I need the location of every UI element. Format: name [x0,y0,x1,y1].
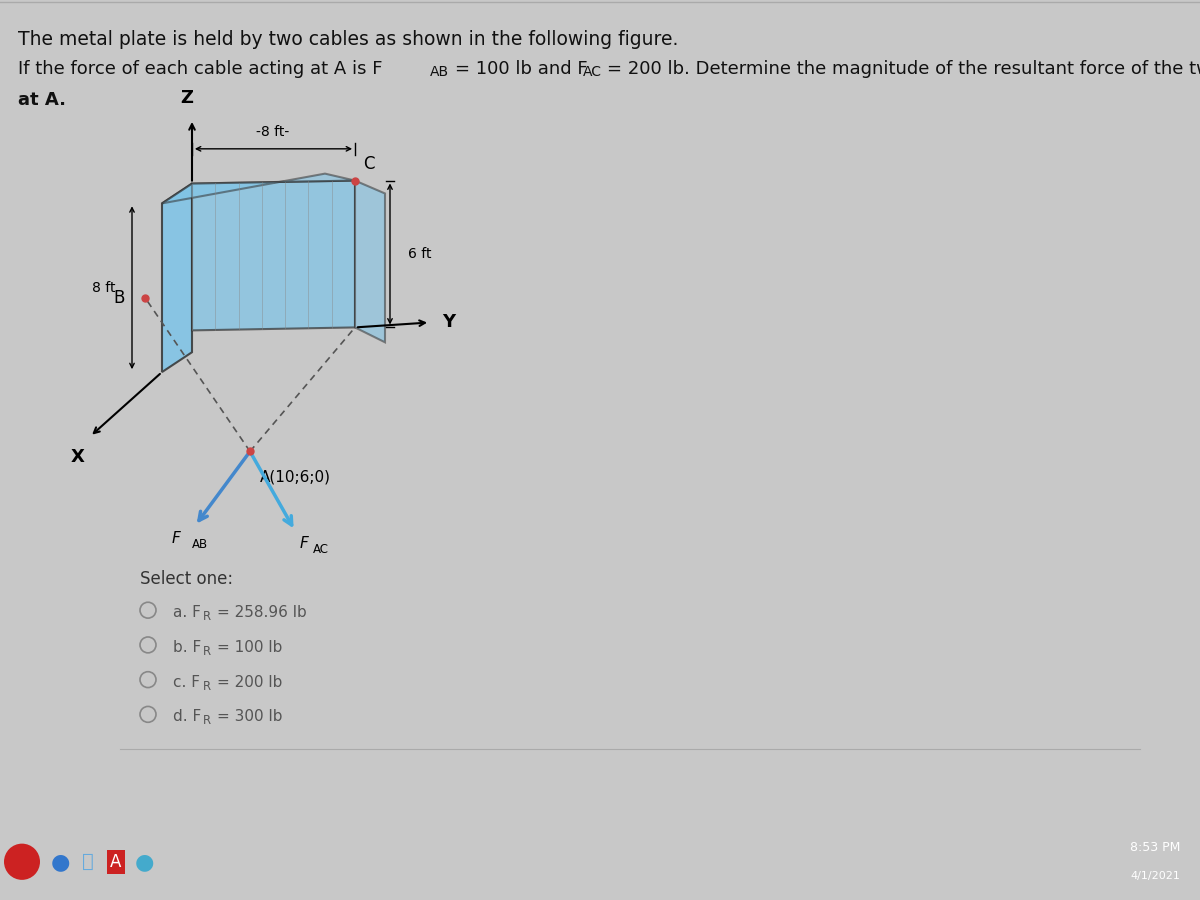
Text: AB: AB [430,66,449,79]
Text: B: B [114,289,125,307]
Text: R: R [203,645,211,658]
Text: 8 ft: 8 ft [92,281,115,294]
Text: AC: AC [313,543,329,555]
Text: A(10;6;0): A(10;6;0) [260,469,331,484]
Text: 8:53 PM: 8:53 PM [1130,842,1180,854]
Text: = 300 lb: = 300 lb [217,709,282,725]
Text: at A.: at A. [18,91,66,109]
Polygon shape [162,174,355,203]
Text: AB: AB [192,538,208,551]
Text: Z: Z [180,89,193,107]
Text: 🌐: 🌐 [82,852,94,871]
Text: F: F [172,531,180,545]
Text: = 200 lb. Determine the magnitude of the resultant force of the two forces actin: = 200 lb. Determine the magnitude of the… [607,59,1200,77]
Text: a. F: a. F [173,605,200,620]
Text: F: F [300,536,308,551]
Text: R: R [203,680,211,693]
Text: = 258.96 lb: = 258.96 lb [217,605,307,620]
Text: = 200 lb: = 200 lb [217,675,282,689]
Text: A: A [110,853,121,871]
Text: R: R [203,715,211,727]
Text: Y: Y [442,313,455,331]
Text: 4/1/2021: 4/1/2021 [1130,871,1180,881]
Text: ●: ● [134,851,154,872]
Polygon shape [355,181,385,342]
Text: = 100 lb and F: = 100 lb and F [455,59,588,77]
Polygon shape [162,184,192,372]
Text: The metal plate is held by two cables as shown in the following figure.: The metal plate is held by two cables as… [18,30,678,49]
Text: AC: AC [583,66,602,79]
Text: X: X [71,448,85,466]
Text: ●: ● [50,851,70,872]
Circle shape [4,843,40,880]
Text: C: C [364,155,374,173]
Text: b. F: b. F [173,640,202,655]
Text: = 100 lb: = 100 lb [217,640,282,655]
Polygon shape [192,181,355,330]
Text: Select one:: Select one: [140,571,233,589]
Text: c. F: c. F [173,675,200,689]
Text: 6 ft: 6 ft [408,247,432,261]
Text: If the force of each cable acting at A is F: If the force of each cable acting at A i… [18,59,383,77]
Text: -8 ft-: -8 ft- [257,125,289,139]
Text: d. F: d. F [173,709,202,725]
Text: R: R [203,610,211,623]
